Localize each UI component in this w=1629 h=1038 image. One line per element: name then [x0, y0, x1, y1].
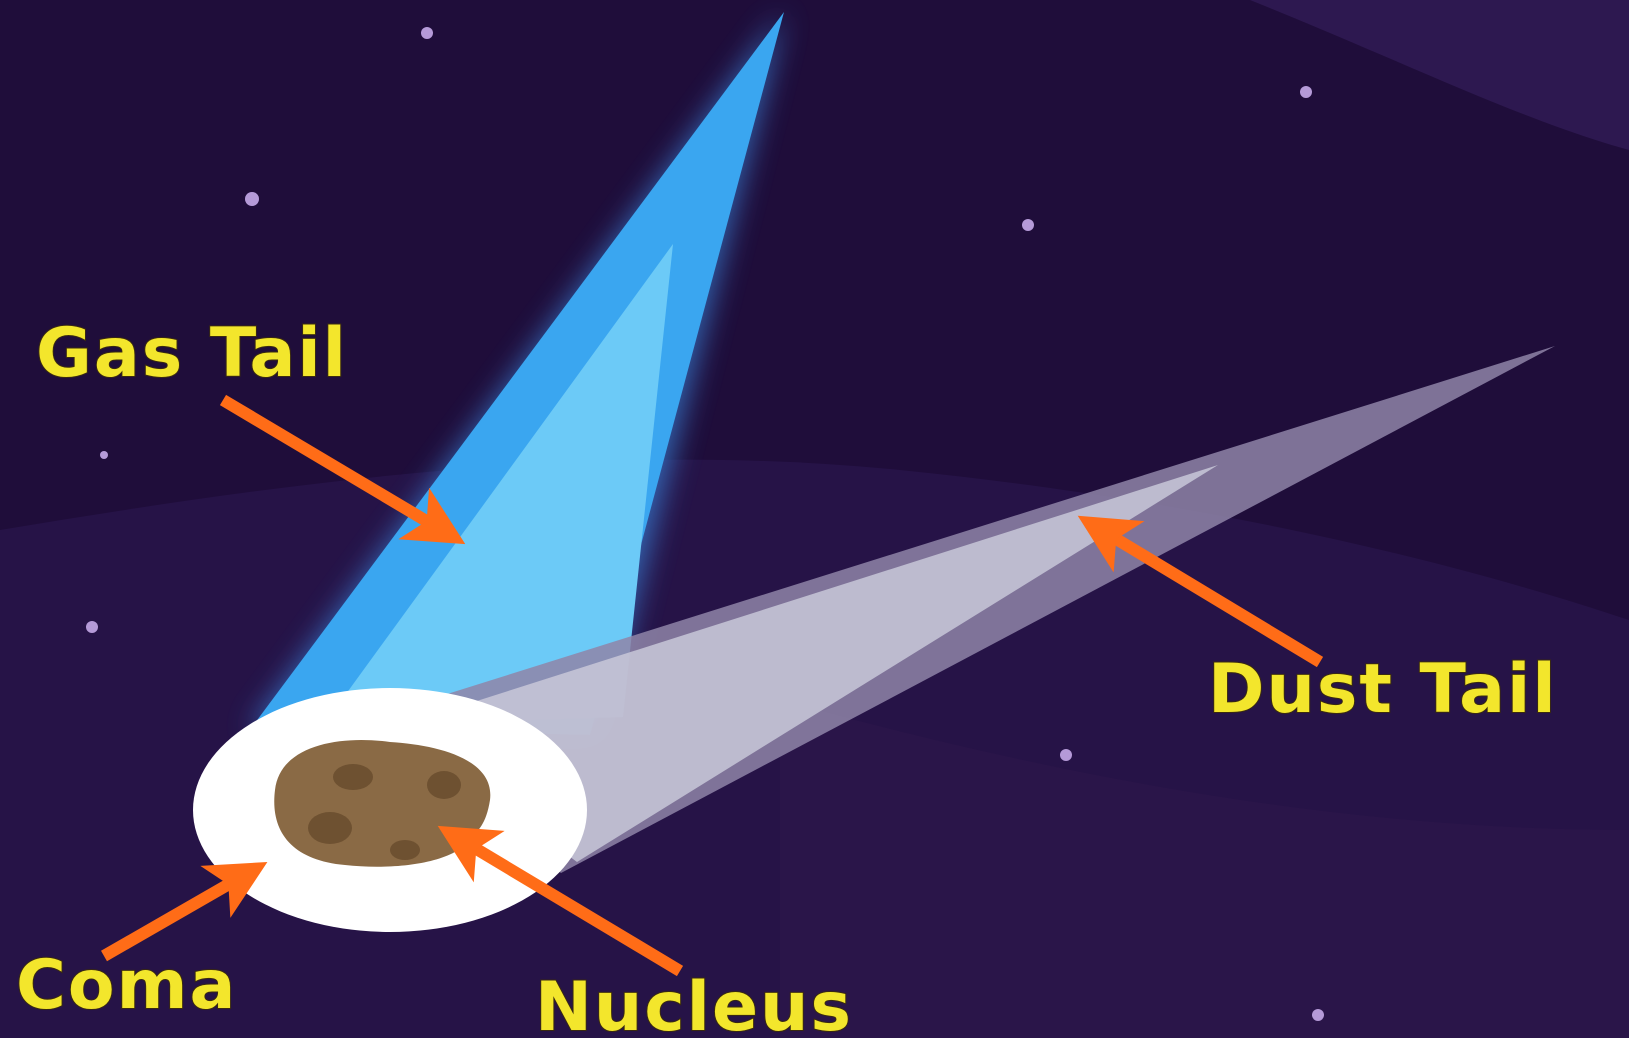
- label: Dust Tail: [1208, 650, 1558, 729]
- nucleus: [274, 740, 490, 867]
- page: Gas Tail Dust Tail Coma Nucleus (() => {…: [0, 0, 1629, 1038]
- label: Gas Tail: [36, 314, 348, 393]
- label: Nucleus: [535, 968, 853, 1038]
- comet-diagram: Gas Tail Dust Tail Coma Nucleus: [0, 0, 1629, 1038]
- label: Coma: [16, 946, 237, 1025]
